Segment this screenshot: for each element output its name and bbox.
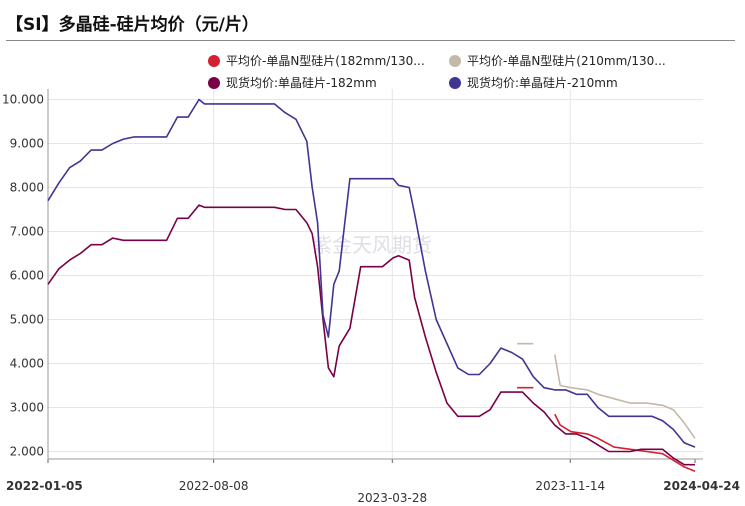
legend-dot-spot182	[208, 76, 220, 89]
x-tick-label: 2022-01-05	[6, 479, 83, 493]
watermark: 紫金天风期货	[312, 233, 432, 257]
y-tick-label: 8.000	[10, 181, 44, 195]
axes	[47, 89, 703, 463]
legend-item-n210[interactable]: 平均价-单晶N型硅片(210mm/130...	[449, 52, 666, 69]
legend-item-n182[interactable]: 平均价-单晶N型硅片(182mm/130...	[208, 52, 425, 69]
series-line-n182	[517, 386, 696, 473]
chart-title: 【SI】多晶硅-硅片均价（元/片）	[6, 15, 259, 35]
x-tick-label: 2024-04-24	[663, 479, 740, 493]
y-tick-label: 6.000	[10, 269, 44, 283]
y-tick-label: 9.000	[10, 137, 44, 151]
x-tick-label: 2023-11-14	[535, 479, 605, 493]
legend-label-spot210: 现货均价:单晶硅片-210mm	[467, 76, 618, 90]
legend-label-n182: 平均价-单晶N型硅片(182mm/130...	[226, 54, 425, 68]
series-lines	[47, 98, 696, 473]
legend-dot-spot210	[449, 76, 461, 89]
x-tick-label: 2022-08-08	[179, 479, 249, 493]
series-line-n210	[517, 342, 696, 439]
legend-item-spot210[interactable]: 现货均价:单晶硅片-210mm	[449, 74, 618, 91]
legend-dot-n210	[449, 54, 461, 67]
series-line-spot210	[47, 98, 696, 448]
legend-label-n210: 平均价-单晶N型硅片(210mm/130...	[467, 54, 666, 68]
y-tick-label: 4.000	[10, 357, 44, 371]
y-tick-label: 7.000	[10, 225, 44, 239]
x-tick-label: 2023-03-28	[357, 491, 427, 505]
x-axis-labels: 2022-01-05 2022-08-08 2023-03-28 2023-11-14…	[6, 479, 740, 505]
y-tick-label: 5.000	[10, 313, 44, 327]
y-tick-label: 3.000	[10, 401, 44, 415]
y-tick-label: 2.000	[10, 445, 44, 459]
y-axis-labels: 10.000 9.000 8.000 7.000 6.000 5.000 4.000 3.00…	[2, 93, 44, 459]
legend-label-spot182: 现货均价:单晶硅片-182mm	[226, 76, 377, 90]
legend-dot-n182	[208, 54, 220, 67]
grid-lines	[48, 89, 703, 459]
legend-item-spot182[interactable]: 现货均价:单晶硅片-182mm	[208, 74, 377, 91]
title-divider	[6, 40, 735, 41]
y-tick-label: 10.000	[2, 93, 44, 107]
series-line-spot182	[47, 204, 695, 466]
